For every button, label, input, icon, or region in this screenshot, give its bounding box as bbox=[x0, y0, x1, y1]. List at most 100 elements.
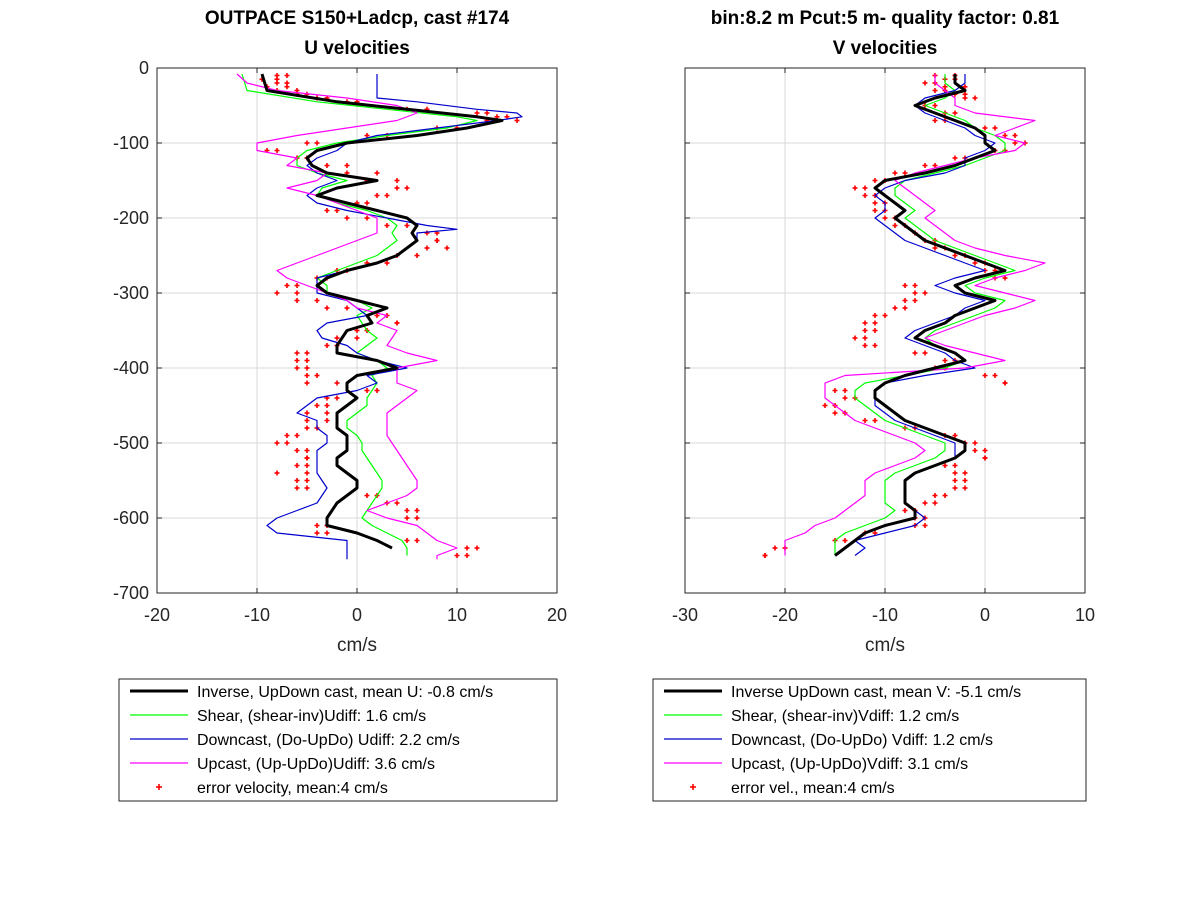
v-error-point-b-45 bbox=[832, 388, 838, 393]
u-error-point-a-58 bbox=[274, 470, 280, 476]
v-error-point-a-10 bbox=[992, 125, 998, 131]
u-error-point-a-63 bbox=[404, 508, 410, 513]
v-error-point-b-52 bbox=[972, 440, 978, 446]
u-error-point-b-13 bbox=[364, 133, 370, 138]
v-error-point-a-53 bbox=[972, 448, 978, 453]
u-error-point-b-57 bbox=[304, 463, 310, 468]
v-error-point-a-31 bbox=[902, 283, 908, 288]
u-error-point-b-0 bbox=[284, 73, 290, 78]
u-x-tick-label-0: -20 bbox=[144, 605, 170, 625]
u-error-point-b-44 bbox=[304, 365, 310, 371]
v-error-point-a-40 bbox=[912, 350, 918, 356]
v-error-point-b-12 bbox=[1012, 140, 1018, 146]
u-error-point-b-51 bbox=[324, 418, 330, 423]
u-x-tick-label-2: 0 bbox=[352, 605, 362, 625]
u-error-point-b-47 bbox=[374, 388, 380, 393]
v-legend-downcast: Downcast, (Do-UpDo) Vdiff: 1.2 cm/s bbox=[731, 732, 993, 749]
u-error-point-b-33 bbox=[294, 283, 300, 288]
u-x-tick-label-3: 10 bbox=[447, 605, 467, 625]
u-error-point-b-48 bbox=[334, 395, 340, 401]
u-error-point-b-45 bbox=[314, 373, 320, 378]
v-x-tick-label-2: -10 bbox=[872, 605, 898, 625]
v-x-tick-label-4: 10 bbox=[1075, 605, 1095, 625]
u-error-point-a-68 bbox=[474, 545, 480, 551]
u-plot-area bbox=[236, 73, 523, 560]
v-error-point-b-56 bbox=[962, 470, 968, 476]
v-error-point-b-32 bbox=[922, 290, 928, 296]
u-error-point-b-64 bbox=[414, 515, 420, 521]
u-error-point-b-49 bbox=[324, 403, 330, 408]
u-error-point-b-28 bbox=[424, 245, 430, 251]
v-error-point-a-20 bbox=[872, 200, 878, 206]
v-error-point-b-38 bbox=[862, 335, 868, 341]
u-error-point-b-50 bbox=[324, 410, 330, 416]
u-x-axis-label: cm/s bbox=[337, 635, 377, 656]
v-error-point-a-37 bbox=[862, 328, 868, 333]
u-error-point-a-60 bbox=[294, 485, 300, 491]
v-error-point-a-36 bbox=[872, 320, 878, 326]
u-error-point-b-23 bbox=[334, 208, 340, 213]
v-error-point-b-53 bbox=[982, 448, 988, 453]
u-legend-box bbox=[118, 678, 558, 802]
v-legend-swatch-error bbox=[690, 784, 696, 790]
v-error-point-a-55 bbox=[942, 463, 948, 468]
v-error-point-a-22 bbox=[882, 215, 888, 221]
u-error-point-b-24 bbox=[364, 215, 370, 221]
u-error-point-b-62 bbox=[394, 500, 400, 506]
v-error-point-a-64 bbox=[872, 530, 878, 536]
u-legend-swatch-error bbox=[156, 784, 162, 790]
v-error-point-b-33 bbox=[902, 298, 908, 303]
v-error-point-b-54 bbox=[982, 455, 988, 461]
u-y-tick-label-1: -100 bbox=[113, 133, 149, 153]
u-error-point-a-26 bbox=[424, 230, 430, 236]
u-error-point-b-3 bbox=[284, 84, 290, 90]
u-error-point-b-59 bbox=[304, 478, 310, 483]
v-legend-upcast: Upcast, (Up-UpDo)Vdiff: 3.1 cm/s bbox=[731, 756, 968, 773]
v-chart-subtitle: V velocities bbox=[833, 38, 938, 59]
u-error-point-b-53 bbox=[284, 433, 290, 438]
v-error-point-b-59 bbox=[942, 493, 948, 498]
u-legend-inverse: Inverse, UpDown cast, mean U: -0.8 cm/s bbox=[197, 684, 493, 701]
u-error-point-b-20 bbox=[404, 185, 410, 191]
u-error-point-b-2 bbox=[274, 80, 280, 86]
u-error-point-a-11 bbox=[514, 118, 520, 123]
v-error-point-b-18 bbox=[862, 185, 868, 191]
v-error-point-b-37 bbox=[872, 328, 878, 333]
u-error-point-a-37 bbox=[374, 313, 380, 318]
v-error-point-a-58 bbox=[962, 485, 968, 491]
v-error-point-b-21 bbox=[872, 208, 878, 213]
v-x-tick-label-0: -30 bbox=[672, 605, 698, 625]
u-y-tick-label-6: -600 bbox=[113, 508, 149, 528]
u-error-point-a-17 bbox=[324, 163, 330, 168]
u-error-point-a-53 bbox=[294, 433, 300, 438]
u-error-point-b-9 bbox=[484, 110, 490, 116]
u-y-tick-label-4: -400 bbox=[113, 358, 149, 378]
u-error-point-a-24 bbox=[344, 215, 350, 221]
u-error-point-a-41 bbox=[324, 343, 330, 348]
v-error-point-b-35 bbox=[872, 313, 878, 318]
u-error-point-a-52 bbox=[304, 425, 310, 431]
u-error-point-a-69 bbox=[454, 553, 460, 558]
u-chart-subtitle: U velocities bbox=[304, 38, 410, 59]
v-error-point-a-15 bbox=[922, 163, 928, 168]
v-error-point-a-61 bbox=[902, 508, 908, 513]
u-x-tick-label-4: 20 bbox=[547, 605, 567, 625]
v-error-point-a-27 bbox=[952, 253, 958, 258]
v-legend-box bbox=[652, 678, 1087, 802]
v-error-point-b-14 bbox=[952, 155, 958, 161]
v-error-point-b-48 bbox=[832, 410, 838, 416]
u-error-point-a-67 bbox=[414, 538, 420, 543]
v-error-point-b-34 bbox=[892, 305, 898, 311]
v-error-point-a-49 bbox=[872, 418, 878, 423]
v-error-point-b-58 bbox=[952, 485, 958, 491]
v-error-point-a-59 bbox=[932, 493, 938, 498]
u-error-point-a-29 bbox=[414, 253, 420, 258]
u-error-point-a-59 bbox=[294, 478, 300, 483]
u-error-point-b-42 bbox=[304, 350, 310, 356]
v-error-point-b-67 bbox=[762, 553, 768, 558]
u-error-point-a-44 bbox=[294, 365, 300, 371]
v-error-point-b-55 bbox=[952, 463, 958, 468]
v-error-point-b-31 bbox=[912, 283, 918, 288]
v-x-tick-label-3: 0 bbox=[980, 605, 990, 625]
v-series-upcast-line bbox=[784, 74, 1046, 556]
